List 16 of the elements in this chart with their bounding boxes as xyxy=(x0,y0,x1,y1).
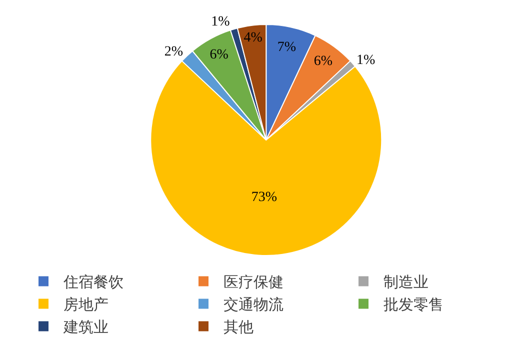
data-label: 6% xyxy=(210,47,229,62)
legend-label: 建筑业 xyxy=(62,319,108,336)
data-label: 1% xyxy=(211,14,230,30)
legend-label: 房地产 xyxy=(64,296,108,314)
legend-label: 其他 xyxy=(224,319,254,336)
data-label: 73% xyxy=(251,190,278,206)
legend-label: 住宿餐饮 xyxy=(62,274,124,292)
data-label: 2% xyxy=(164,44,184,60)
legend-label: 交通物流 xyxy=(224,296,284,314)
data-label: 4% xyxy=(244,30,263,46)
legend-label: 批发零售 xyxy=(384,296,444,314)
data-label: 7% xyxy=(277,40,296,55)
legend-label: 制造业 xyxy=(384,274,428,292)
data-label: 6% xyxy=(314,54,333,69)
data-label: 1% xyxy=(356,52,376,68)
legend-label: 医疗保健 xyxy=(224,274,284,292)
